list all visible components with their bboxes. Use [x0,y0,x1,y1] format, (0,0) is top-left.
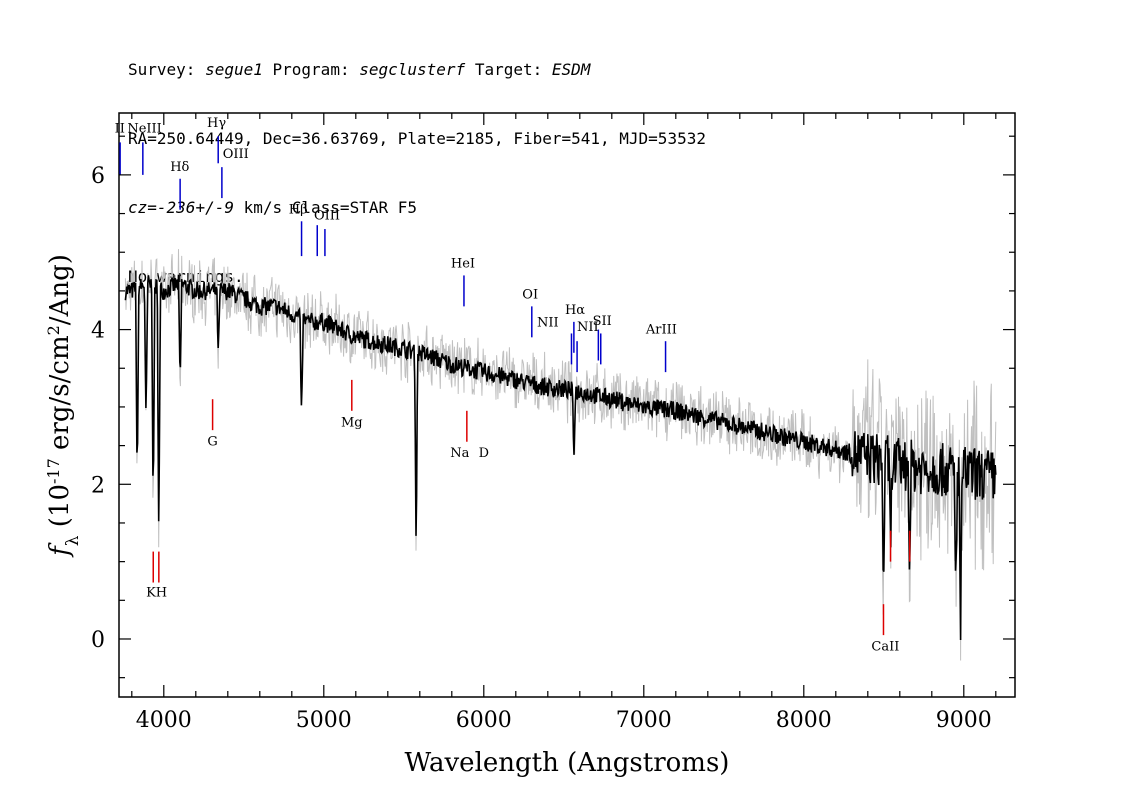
header-line-2: RA=250.64449, Dec=36.63769, Plate=2185, … [128,129,706,148]
x-tick-label-5000: 5000 [296,708,352,733]
line-label-13: ArIII [645,322,677,337]
class-text: km/s Class=STAR F5 [233,198,417,217]
flux-spectrum-line [124,274,997,641]
program-value: segclusterf [359,60,466,79]
line-label-19: CaII [871,640,899,655]
y-title-part-3: -17 [44,458,63,484]
y-title-part-5: 2 [44,325,63,335]
line-label-11: NII [577,320,599,335]
line-label-1: NeIII [127,121,161,136]
y-title-part-4: erg/s/cm [45,335,75,458]
axis-ticks: 4000 5000 6000 7000 8000 9000 0 2 4 6 [91,113,1015,733]
x-tick-label-7000: 7000 [616,708,672,733]
header-line-1: Survey: segue1 Program: segclusterf Targ… [128,58,706,81]
line-label-14: KH [146,585,167,600]
y-title-part-6: /Ang) [45,254,75,325]
y-tick-label-6: 6 [91,164,105,189]
line-label-16: Mg [341,415,363,430]
x-tick-label-4000: 4000 [136,708,192,733]
line-label-7: HeI [451,257,475,272]
program-label: Program: [272,60,350,79]
spectrum-header: Survey: segue1 Program: segclusterf Targ… [128,12,706,311]
spectral-lines [119,136,911,636]
error-spectrum-line [124,249,997,661]
y-title-part-2: (10 [45,484,75,536]
target-value: ESDM [551,60,591,79]
line-label-15: G [207,435,217,450]
error-band [124,249,997,661]
survey-value: segue1 [205,60,263,79]
x-tick-label-8000: 8000 [776,708,832,733]
line-label-2: Hδ [170,160,189,175]
x-tick-label-9000: 9000 [936,708,992,733]
line-label-17: Na [450,446,469,461]
line-label-5: Hβ [289,203,308,218]
header-line-3: cz=-236+/-9 km/s Class=STAR F5 [128,196,706,219]
y-tick-label-0: 0 [91,628,105,653]
target-label: Target: [474,60,543,79]
y-tick-label-4: 4 [91,319,105,344]
line-label-9: NII [537,315,559,330]
flux-series [124,274,997,641]
y-axis-title: fλ (10-17 erg/s/cm2/Ang) [44,254,84,558]
y-title-part-1: λ [63,535,83,546]
line-label-8: OI [522,288,538,303]
line-label-4: OIII [223,147,249,162]
line-label-6: OIII [314,209,340,224]
cz-value: -236+/-9 [156,198,234,217]
survey-label: Survey: [128,60,196,79]
cz-label: cz= [128,198,157,217]
line-label-12: SII [593,314,612,329]
line-label-3: Hγ [207,116,226,131]
line-label-18: D [479,446,489,461]
y-tick-label-2: 2 [91,473,105,498]
x-tick-label-6000: 6000 [456,708,512,733]
line-label-0: II [115,121,125,136]
x-axis-title: Wavelength (Angstroms) [405,748,730,778]
plot-frame [118,112,1016,698]
line-label-10: Hα [565,303,585,318]
